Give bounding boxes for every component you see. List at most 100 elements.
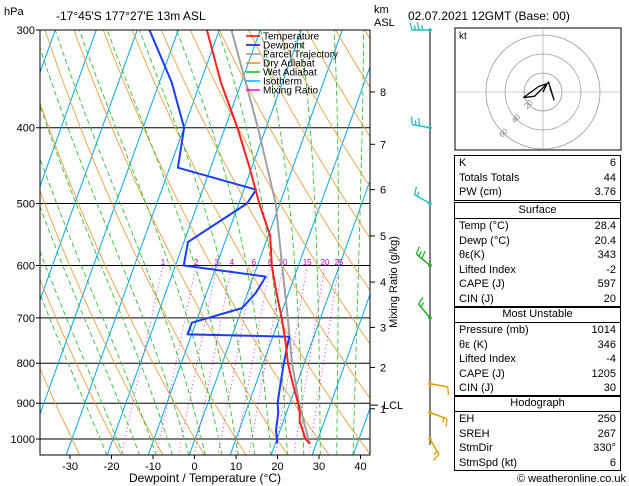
surface-value: 20	[603, 292, 616, 305]
dry-adiabat	[276, 30, 370, 188]
surface-value: 597	[597, 278, 616, 291]
pressure-tick-label: 500	[17, 199, 35, 211]
index-value: 44	[603, 171, 616, 184]
legend-label: Dry Adiabat	[263, 59, 315, 70]
mu-value: -4	[606, 353, 616, 366]
hodo-row: EH 250	[455, 412, 620, 427]
isotherm	[0, 7, 23, 456]
dry-adiabat	[218, 30, 370, 292]
temp-tick-label: 30	[313, 461, 325, 473]
wet-adiabat	[106, 30, 239, 455]
dry-adiabat	[189, 30, 370, 345]
temp-tick-label: 20	[271, 461, 283, 473]
wind-barb	[417, 297, 432, 320]
hodograph-unit-label: kt	[459, 31, 467, 42]
hodo-row: SREH 267	[455, 427, 620, 442]
legend-entry: Isotherm	[246, 77, 302, 88]
surface-label: Lifted Index	[459, 263, 516, 276]
isotherm	[188, 30, 343, 455]
mu-label: Pressure (mb)	[459, 324, 529, 336]
surface-label: CAPE (J)	[459, 278, 505, 291]
surface-label: Temp (°C)	[459, 220, 509, 232]
wet-adiabat	[78, 30, 223, 455]
temp-tick-label: 10	[230, 461, 242, 473]
dry-adiabat	[40, 278, 122, 455]
hodograph-frame	[454, 27, 622, 151]
wet-adiabat	[40, 46, 190, 455]
hodo-label: StmSpd (kt)	[459, 456, 518, 469]
mixing-ratio-label: 6	[252, 258, 257, 267]
indices-table: K 6 Totals Totals 44 PW (cm) 3.76	[454, 155, 621, 201]
mixing-ratio-label: 3	[214, 258, 219, 267]
mu-row: CIN (J) 30	[455, 381, 620, 396]
wet-adiabat	[40, 293, 108, 455]
mixing-ratio-label: 20	[320, 258, 329, 267]
surface-value: 28.4	[594, 220, 616, 232]
mixing-ratio-label: 1	[161, 258, 166, 267]
asl-label: ASL	[374, 17, 395, 29]
km-tick-label: 7	[380, 139, 386, 151]
wind-barb	[428, 437, 440, 461]
temp-tick-label: 0	[191, 461, 197, 473]
lcl-label: LCL	[383, 400, 403, 412]
wet-adiabat	[217, 30, 288, 455]
mu-label: CIN (J)	[459, 382, 494, 395]
dry-adiabat	[160, 30, 370, 400]
hodo-value: 6	[609, 456, 616, 469]
temp-tick-label: 40	[354, 461, 366, 473]
most-unstable-table: Most Unstable Pressure (mb) 1014 θε (K) 346…	[454, 306, 621, 397]
km-tick-label: 8	[380, 87, 386, 99]
km-tick-label: 3	[380, 322, 386, 334]
index-value: 6	[609, 157, 616, 169]
surface-label: Dewp (°C)	[459, 234, 510, 247]
surface-value: 20.4	[594, 234, 616, 247]
legend-entry: Dewpoint	[246, 41, 305, 52]
hodo-label: StmDir	[459, 442, 493, 455]
pressure-tick-label: 1000	[11, 434, 35, 446]
dry-adiabat	[247, 30, 370, 239]
temp-tick-label: -30	[62, 461, 78, 473]
hodo-row: StmSpd (kt) 6	[455, 456, 620, 471]
mu-value: 1014	[591, 324, 616, 336]
km-label: km	[374, 4, 389, 16]
wet-adiabat	[40, 205, 141, 455]
mixing-ratio-line	[178, 265, 218, 455]
legend-label: Dewpoint	[263, 41, 305, 52]
dewpoint-line	[148, 30, 291, 444]
surface-table: Surface Temp (°C) 28.4 Dewp (°C) 20.4 θε(K) 3…	[454, 202, 621, 308]
hodo-row: StmDir 330°	[455, 441, 620, 456]
index-row: Totals Totals 44	[455, 171, 620, 186]
index-value: 3.76	[594, 186, 616, 199]
km-tick-label: 6	[380, 185, 386, 197]
mu-row: Lifted Index -4	[455, 352, 620, 367]
surface-row: θε(K) 343	[455, 248, 620, 263]
wind-barb	[413, 186, 432, 206]
hodo-label: EH	[459, 413, 475, 425]
index-label: K	[459, 157, 467, 169]
mixing-ratio-line	[120, 265, 164, 455]
hodograph-title: Hodograph	[455, 396, 620, 412]
surface-value: -2	[606, 263, 616, 276]
wet-adiabat	[333, 30, 339, 455]
legend-entry: Parcel Trajectory	[246, 50, 338, 61]
legend-entry: Dry Adiabat	[246, 59, 315, 70]
mixing-ratio-line	[194, 265, 233, 455]
isotherm	[40, 30, 97, 188]
wet-adiabat	[299, 30, 321, 455]
surface-row: Temp (°C) 28.4	[455, 219, 620, 234]
surface-title: Surface	[455, 203, 620, 219]
hodo-value: 330°	[593, 442, 616, 455]
index-label: PW (cm)	[459, 186, 502, 199]
mixing-ratio-line	[217, 265, 255, 455]
mixing-ratio-line	[308, 265, 340, 455]
surface-value: 343	[597, 249, 616, 262]
wet-adiabat	[40, 250, 124, 455]
pressure-tick-label: 300	[17, 25, 35, 37]
mixing-ratio-line	[234, 265, 271, 455]
isotherm	[40, 30, 56, 74]
most-unstable-title: Most Unstable	[455, 307, 620, 323]
mixing-ratio-line	[156, 265, 197, 455]
